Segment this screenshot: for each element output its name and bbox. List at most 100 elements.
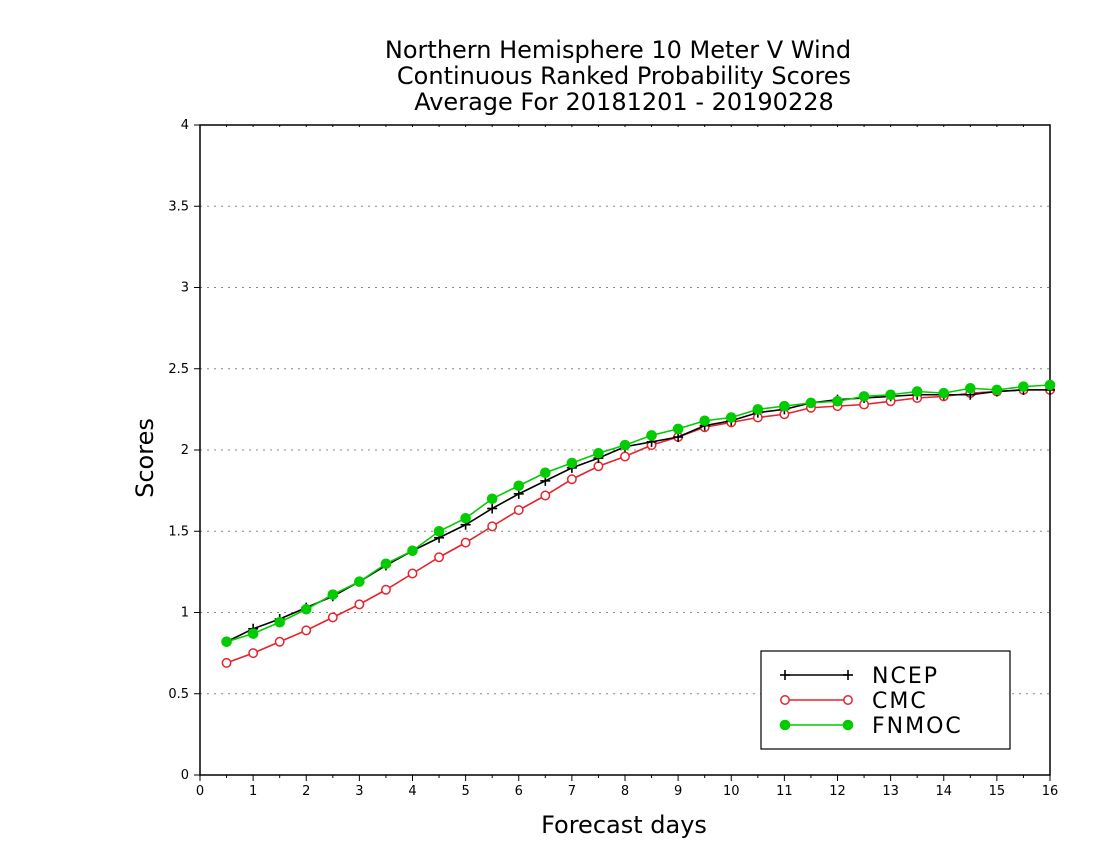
- axis-ticks: 00.511.522.533.540 1 2 3 4 5 6 7 8 9 10 11 12 13 14 15 1…: [168, 118, 1058, 799]
- data-point-fnmoc: [752, 404, 764, 415]
- data-point-fnmoc: [221, 636, 232, 648]
- data-point-cmc: [248, 648, 259, 659]
- data-point-cmc: [620, 451, 630, 462]
- data-point-cmc: [593, 461, 604, 472]
- data-point-fnmoc: [300, 603, 312, 615]
- y-tick-label: 3: [181, 281, 189, 296]
- y-tick-label: 2: [181, 443, 189, 458]
- series-line-cmc: [226, 389, 1050, 664]
- data-point-fnmoc: [619, 439, 631, 451]
- x-tick-label: 12: [829, 784, 846, 799]
- x-tick-label: 11: [776, 784, 793, 799]
- legend-marker-cmc: [780, 695, 790, 705]
- data-point-fnmoc: [460, 512, 471, 524]
- x-tick-label: 8: [621, 784, 629, 799]
- data-point-fnmoc: [1044, 379, 1056, 391]
- legend-marker-ncep: [843, 670, 853, 680]
- data-point-fnmoc: [805, 397, 817, 409]
- data-point-fnmoc: [327, 589, 339, 600]
- data-point-fnmoc: [274, 616, 285, 628]
- data-point-fnmoc: [858, 391, 870, 402]
- x-tick-label: 10: [723, 784, 740, 799]
- series-ncep: [221, 384, 1055, 647]
- x-axis-label: Forecast days: [541, 811, 707, 839]
- series-fnmoc: [221, 379, 1056, 648]
- y-tick-label: 3.5: [168, 199, 189, 214]
- series-line-fnmoc: [226, 384, 1051, 643]
- x-tick-label: 7: [568, 784, 576, 799]
- legend-item-ncep: NCEP: [780, 664, 939, 689]
- x-tick-label: 5: [461, 784, 469, 799]
- data-point-fnmoc: [699, 415, 710, 427]
- series-line-ncep: [226, 389, 1050, 643]
- legend-item-fnmoc: FNMOC: [779, 714, 963, 739]
- data-point-ncep: [487, 503, 498, 514]
- chart-title-line-3: Average For 20181201 - 20190228: [414, 88, 834, 116]
- data-point-fnmoc: [672, 423, 684, 435]
- legend-marker-fnmoc: [842, 719, 854, 731]
- legend-marker-fnmoc: [779, 719, 791, 731]
- legend-marker-cmc: [843, 695, 853, 705]
- data-point-cmc: [434, 552, 445, 563]
- data-point-cmc: [221, 657, 232, 668]
- legend-item-cmc: CMC: [780, 689, 928, 714]
- data-point-fnmoc: [991, 384, 1003, 396]
- data-point-cmc: [513, 505, 524, 516]
- x-tick-label: 9: [674, 784, 682, 799]
- data-point-cmc: [566, 474, 577, 485]
- data-point-cmc: [301, 625, 312, 636]
- data-point-cmc: [540, 490, 551, 501]
- data-point-fnmoc: [540, 467, 551, 479]
- data-point-cmc: [327, 612, 338, 623]
- y-tick-label: 0: [181, 768, 189, 783]
- data-point-fnmoc: [380, 558, 392, 570]
- y-tick-label: 4: [181, 118, 189, 133]
- data-point-fnmoc: [779, 400, 790, 412]
- x-tick-label: 0: [196, 784, 204, 799]
- data-point-fnmoc: [832, 395, 843, 407]
- data-point-fnmoc: [247, 628, 259, 639]
- x-tick-label: 14: [935, 784, 952, 799]
- legend-label-fnmoc: FNMOC: [872, 714, 963, 739]
- y-tick-label: 1.5: [168, 524, 189, 539]
- y-tick-label: 2.5: [168, 362, 189, 377]
- chart-title-line-2: Continuous Ranked Probability Scores: [397, 62, 851, 90]
- data-point-cmc: [380, 584, 391, 595]
- data-point-fnmoc: [965, 382, 976, 394]
- data-point-cmc: [407, 568, 418, 579]
- series-cmc: [221, 384, 1055, 668]
- data-point-fnmoc: [407, 545, 418, 557]
- x-tick-label: 3: [355, 784, 363, 799]
- data-point-fnmoc: [593, 447, 604, 459]
- data-point-fnmoc: [1018, 381, 1029, 392]
- chart-title-line-1: Northern Hemisphere 10 Meter V Wind: [385, 36, 851, 64]
- data-point-fnmoc: [646, 430, 657, 441]
- data-point-cmc: [354, 599, 365, 610]
- data-point-cmc: [487, 521, 498, 532]
- legend-label-cmc: CMC: [872, 689, 928, 714]
- series-layer: [221, 379, 1056, 668]
- data-point-cmc: [274, 636, 285, 647]
- legend-marker-ncep: [780, 670, 790, 680]
- y-tick-label: 1: [181, 606, 189, 621]
- data-point-fnmoc: [486, 493, 498, 505]
- data-point-fnmoc: [513, 480, 525, 492]
- x-tick-label: 16: [1042, 784, 1059, 799]
- data-point-fnmoc: [725, 412, 737, 423]
- data-point-fnmoc: [354, 576, 365, 587]
- legend-label-ncep: NCEP: [872, 664, 939, 689]
- data-point-fnmoc: [566, 457, 578, 469]
- x-tick-label: 4: [408, 784, 416, 799]
- y-axis-label: Scores: [131, 418, 159, 498]
- data-point-fnmoc: [938, 387, 950, 399]
- y-tick-label: 0.5: [168, 687, 189, 702]
- x-tick-label: 15: [989, 784, 1006, 799]
- data-point-fnmoc: [911, 386, 923, 397]
- x-tick-label: 2: [302, 784, 310, 799]
- x-tick-label: 1: [249, 784, 257, 799]
- x-tick-label: 6: [515, 784, 523, 799]
- data-point-fnmoc: [433, 525, 445, 537]
- x-tick-label: 13: [882, 784, 899, 799]
